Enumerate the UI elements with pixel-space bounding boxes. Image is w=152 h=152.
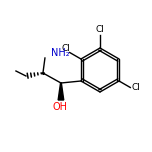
Text: Cl: Cl (61, 44, 70, 53)
Text: OH: OH (52, 102, 67, 112)
Polygon shape (58, 83, 64, 100)
Text: NH₂: NH₂ (51, 48, 70, 58)
Text: Cl: Cl (96, 26, 104, 35)
Text: Cl: Cl (132, 83, 141, 92)
